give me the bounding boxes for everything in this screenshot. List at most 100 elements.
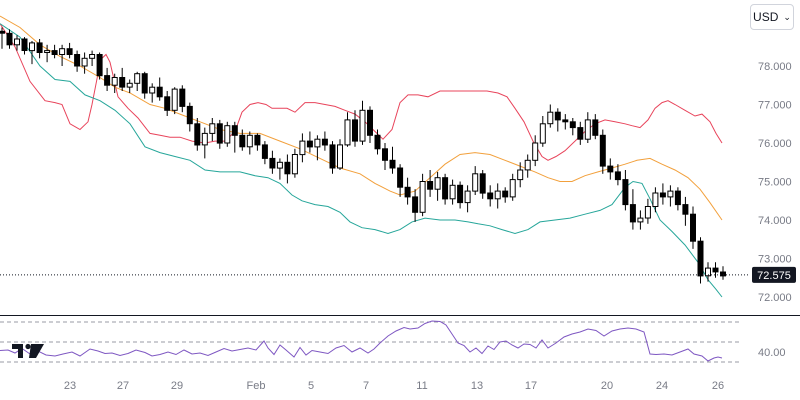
candle [254,133,261,151]
candle [321,131,328,151]
x-axis-labels: 23 27 29 Feb 5 7 11 13 17 20 24 26 [64,380,724,392]
candle [179,85,186,113]
candle [29,41,35,65]
candle-body-up [201,132,208,146]
candle-body-down [261,144,268,159]
currency-selector[interactable]: USD ⌄ [750,4,794,30]
candle [622,170,629,211]
candle-body-down [487,192,494,200]
price-pane: 72.000 73.000 74.000 75.000 76.000 77.000 78.0… [0,15,796,304]
candle-body-up [584,119,591,140]
candle-body-down [306,140,313,148]
candle-body-up [539,123,546,144]
x-tick-label: 23 [64,380,76,392]
candle [201,127,208,159]
candle-body-up [359,109,366,142]
y-tick-label: 75.000 [758,177,792,189]
candle-body-up [276,161,283,169]
y-tick-label: 77.000 [758,100,792,112]
candle [682,196,689,226]
rsi-pane: 40.00 [0,320,786,363]
candle-body-down [382,148,388,161]
candle-body-down [599,134,606,167]
candle [659,183,666,205]
candle-body-up [419,181,426,213]
candle [389,146,396,174]
candle-body-down [164,96,171,111]
candle [690,206,696,249]
candle-body-up [29,42,35,52]
candle-body-up [344,119,351,146]
candle [434,171,441,201]
candle-body-down [404,186,411,198]
candle [89,50,96,66]
candle-body-up [509,179,516,198]
candle-body-up [246,134,253,148]
candle [532,135,539,167]
candle [81,52,88,74]
x-tick-label: 29 [171,380,183,392]
candle-body-down [216,123,223,144]
candle-body-up [299,140,306,156]
candle [299,133,306,163]
candle [584,112,591,143]
candle-body-down [607,165,614,173]
candle-body-down [321,138,328,146]
candle-body-down [697,240,704,277]
candle-body-down [457,184,464,204]
tradingview-logo-icon[interactable] [10,340,46,362]
candle [96,52,103,80]
candle-body-up [652,192,659,207]
candle-body-down [712,267,719,273]
candle [517,162,524,188]
candle-body-down [622,179,629,206]
candle-body-down [412,196,419,213]
candle [337,139,343,170]
candle-body-up [126,82,133,88]
candle [284,154,291,184]
candle-body-down [329,144,336,169]
candle-body-down [389,159,396,169]
candle-body-up [171,88,178,111]
candle [599,129,606,174]
candle [667,185,674,207]
candle-body-up [705,267,711,277]
current-price-label: 72.575 [757,270,791,282]
currency-label: USD [753,10,779,24]
candle [419,173,426,217]
candle-body-down [554,111,561,121]
candle [314,135,321,161]
candle-body-down [674,190,681,206]
candle [562,114,569,130]
rsi-line [0,320,723,362]
candle-body-up [449,184,456,200]
candle-body-down [66,48,73,56]
candle [276,158,283,180]
candle-body-down [51,50,58,55]
candle [705,262,711,282]
candle [554,108,561,132]
candle [404,177,411,205]
candle [479,170,486,199]
candle-body-up [14,38,20,46]
candle-body-down [502,190,509,198]
candle [134,71,141,91]
candle-body-down [562,119,569,123]
candle [14,35,20,51]
candle-body-up [81,57,88,67]
candle-body-up [494,190,501,200]
candle-body-down [427,181,434,190]
candle [577,121,584,145]
candle [344,112,351,147]
candle-body-down [397,167,404,188]
candle [637,210,644,230]
candle [0,27,5,49]
candle [592,114,599,140]
candles [0,27,726,284]
candle-body-down [614,171,621,181]
candle-body-up [134,73,141,84]
candle [539,116,546,147]
candle-body-up [547,111,554,125]
candle [156,77,163,101]
